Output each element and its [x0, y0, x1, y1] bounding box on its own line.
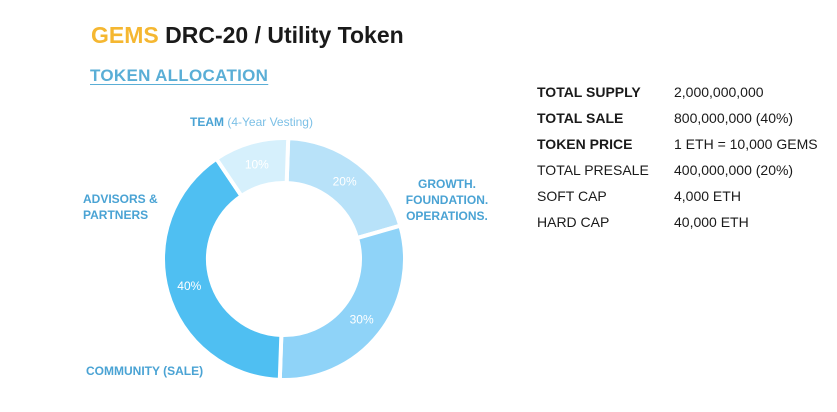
info-value: 400,000,000 (20%) [674, 162, 794, 178]
info-value: 800,000,000 (40%) [674, 110, 794, 126]
info-key: TOTAL SUPPLY [537, 84, 641, 100]
info-row: TOKEN PRICE 1 ETH = 10,000 GEMS [537, 131, 818, 157]
info-key: TOTAL PRESALE [537, 162, 649, 178]
slice-percent-label: 10% [245, 157, 269, 171]
page-title: GEMS DRC-20 / Utility Token [91, 22, 404, 49]
slice-percent-label: 40% [177, 279, 201, 293]
info-value: 2,000,000,000 [674, 84, 764, 100]
info-row: TOTAL SUPPLY 2,000,000,000 [537, 79, 818, 105]
token-type: DRC-20 / Utility Token [165, 22, 404, 48]
brand-name: GEMS [91, 22, 159, 48]
label-advisors-line1: ADVISORS & [83, 192, 158, 206]
label-growth: GROWTH. FOUNDATION. OPERATIONS. [392, 176, 502, 224]
label-advisors-line2: PARTNERS [83, 208, 149, 222]
label-team-note: (4-Year Vesting) [227, 115, 313, 129]
info-row: HARD CAP 40,000 ETH [537, 209, 818, 235]
token-allocation-heading: TOKEN ALLOCATION [90, 66, 269, 85]
info-value: 40,000 ETH [674, 214, 749, 230]
label-community: COMMUNITY (SALE) [86, 364, 204, 378]
token-info-table: TOTAL SUPPLY 2,000,000,000 TOTAL SALE 800,0… [537, 79, 818, 235]
info-row: SOFT CAP 4,000 ETH [537, 183, 818, 209]
slice-percent-label: 20% [333, 174, 357, 188]
info-value: 1 ETH = 10,000 GEMS [674, 136, 818, 152]
info-key: HARD CAP [537, 214, 610, 230]
donut-slice [161, 155, 284, 382]
info-key: TOTAL SALE [537, 110, 624, 126]
label-team-name: TEAM [190, 115, 224, 129]
info-row: TOTAL SALE 800,000,000 (40%) [537, 105, 818, 131]
label-team: TEAM (4-Year Vesting) [190, 114, 313, 130]
donut-slice [213, 136, 291, 199]
info-row: TOTAL PRESALE 400,000,000 (20%) [537, 157, 818, 183]
label-advisors: ADVISORS & PARTNERS [83, 191, 158, 223]
info-key: TOKEN PRICE [537, 136, 633, 152]
info-value: 4,000 ETH [674, 188, 741, 204]
label-growth-line1: GROWTH. [418, 177, 476, 191]
label-growth-line2: FOUNDATION. [405, 193, 489, 207]
donut-slice [277, 223, 407, 382]
label-growth-line3: OPERATIONS. [406, 209, 488, 223]
slice-percent-label: 30% [350, 313, 374, 327]
info-key: SOFT CAP [537, 188, 607, 204]
